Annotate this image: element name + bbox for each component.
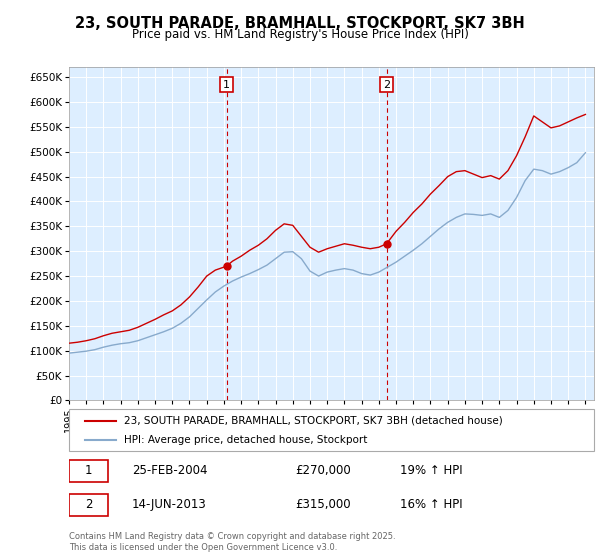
- Text: £315,000: £315,000: [295, 498, 350, 511]
- Text: 16% ↑ HPI: 16% ↑ HPI: [400, 498, 463, 511]
- Text: 19% ↑ HPI: 19% ↑ HPI: [400, 464, 463, 477]
- Text: Contains HM Land Registry data © Crown copyright and database right 2025.
This d: Contains HM Land Registry data © Crown c…: [69, 532, 395, 552]
- Text: 23, SOUTH PARADE, BRAMHALL, STOCKPORT, SK7 3BH: 23, SOUTH PARADE, BRAMHALL, STOCKPORT, S…: [75, 16, 525, 31]
- Text: 25-FEB-2004: 25-FEB-2004: [132, 464, 208, 477]
- Text: 1: 1: [223, 80, 230, 90]
- FancyBboxPatch shape: [69, 460, 109, 482]
- Text: £270,000: £270,000: [295, 464, 350, 477]
- Text: 1: 1: [85, 464, 92, 477]
- Text: HPI: Average price, detached house, Stockport: HPI: Average price, detached house, Stoc…: [124, 435, 367, 445]
- Text: 2: 2: [383, 80, 390, 90]
- Text: 14-JUN-2013: 14-JUN-2013: [132, 498, 207, 511]
- Text: 2: 2: [85, 498, 92, 511]
- FancyBboxPatch shape: [69, 494, 109, 516]
- Text: Price paid vs. HM Land Registry's House Price Index (HPI): Price paid vs. HM Land Registry's House …: [131, 28, 469, 41]
- Text: 23, SOUTH PARADE, BRAMHALL, STOCKPORT, SK7 3BH (detached house): 23, SOUTH PARADE, BRAMHALL, STOCKPORT, S…: [124, 416, 503, 426]
